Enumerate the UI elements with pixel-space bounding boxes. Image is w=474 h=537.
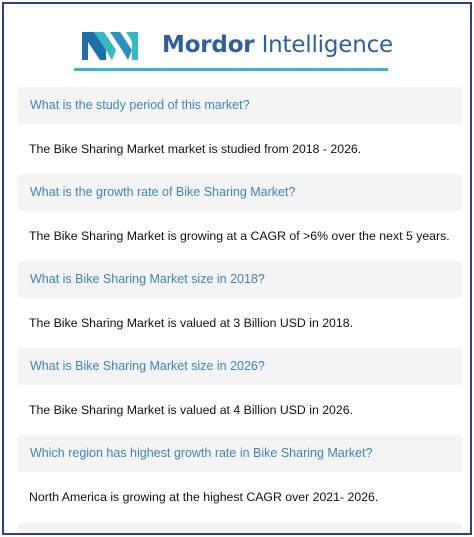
faq-question-5[interactable]: Which region has highest growth rate in … [18,435,462,472]
mordor-logo-icon [82,32,138,60]
faq-question-1[interactable]: What is the study period of this market? [18,87,462,124]
brand-underline [74,68,388,71]
faq-next-row [18,522,462,532]
faq-question-3[interactable]: What is Bike Sharing Market size in 2018… [18,261,462,298]
faq-answer-5: North America is growing at the highest … [29,490,379,504]
faq-list: What is the study period of this market?… [18,87,462,532]
faq-question-4[interactable]: What is Bike Sharing Market size in 2026… [18,348,462,385]
faq-question-2[interactable]: What is the growth rate of Bike Sharing … [18,174,462,211]
faq-answer-4: The Bike Sharing Market is valued at 4 B… [29,403,353,417]
brand-rest: Intelligence [254,32,394,58]
faq-answer-1: The Bike Sharing Market market is studie… [29,142,362,156]
faq-answer-2: The Bike Sharing Market is growing at a … [29,229,450,243]
faq-answer-3: The Bike Sharing Market is valued at 3 B… [29,316,353,330]
header: Mordor Intelligence [4,4,470,76]
brand-name: Mordor Intelligence [162,31,393,59]
brand-bold: Mordor [162,32,255,58]
